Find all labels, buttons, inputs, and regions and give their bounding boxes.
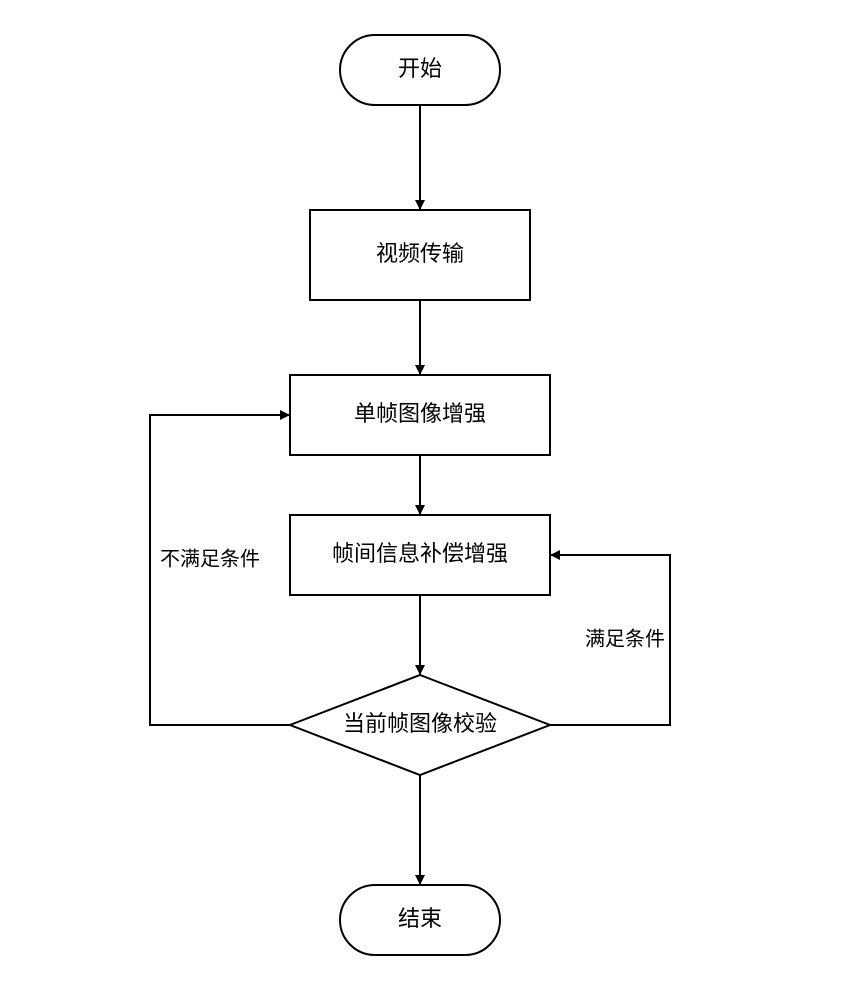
node-label-single: 单帧图像增强 (354, 401, 486, 426)
edge-label-check-to-inter: 满足条件 (585, 627, 665, 650)
node-end: 结束 (340, 885, 500, 955)
node-inter: 帧间信息补偿增强 (290, 515, 550, 595)
node-label-check: 当前帧图像校验 (343, 711, 497, 736)
edge-label-check-to-single: 不满足条件 (160, 547, 260, 570)
node-label-transmit: 视频传输 (376, 241, 464, 266)
node-check: 当前帧图像校验 (290, 675, 550, 775)
node-start: 开始 (340, 35, 500, 105)
node-label-inter: 帧间信息补偿增强 (332, 541, 508, 566)
node-label-start: 开始 (398, 56, 442, 81)
node-label-end: 结束 (398, 906, 442, 931)
node-single: 单帧图像增强 (290, 375, 550, 455)
node-transmit: 视频传输 (310, 210, 530, 300)
